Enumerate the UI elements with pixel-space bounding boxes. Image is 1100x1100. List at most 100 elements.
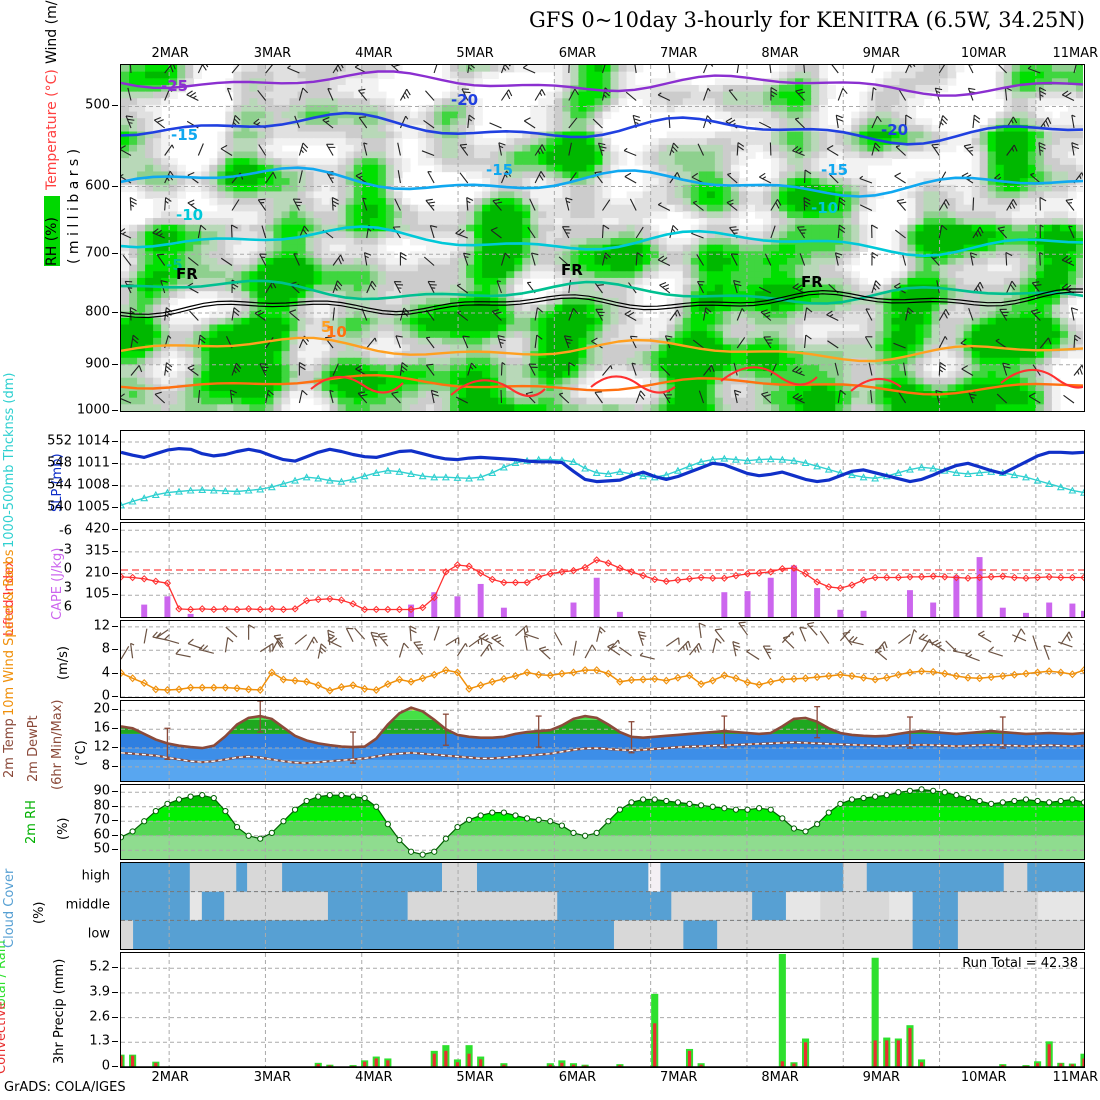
sounding-label-wind: Wind (m/s) bbox=[44, 0, 60, 64]
top-time-axis: 2MAR 3MAR 4MAR 5MAR 6MAR 7MAR 8MAR 9MAR 10MAR 11M… bbox=[120, 46, 1098, 66]
time-label: 4MAR bbox=[355, 46, 393, 61]
y-tick-label: 6 bbox=[63, 599, 72, 615]
y-tick-label: 50 bbox=[93, 841, 110, 857]
time-label: 10MAR bbox=[960, 1070, 1007, 1085]
page-title: GFS 0~10day 3-hourly for KENITRA (6.5W, … bbox=[528, 8, 1085, 32]
y-tick-label: 1005 bbox=[76, 499, 110, 515]
y-tick-label: 16 bbox=[93, 720, 110, 736]
time-label: 9MAR bbox=[862, 1070, 901, 1085]
cloud-unit-label: (%) bbox=[32, 901, 47, 925]
time-label: 6MAR bbox=[558, 46, 597, 61]
y-tick-label: 2.6 bbox=[89, 1009, 110, 1025]
precip-y-axis: Total / Rain Convective 3hr Precip (mm) … bbox=[0, 940, 118, 1074]
y-tick-label: 60 bbox=[93, 827, 110, 843]
time-label: 5MAR bbox=[456, 1070, 494, 1085]
rh2m-y-axis: 2m RH (%) 90 80 70 60 50 bbox=[0, 784, 118, 860]
time-label: 8MAR bbox=[761, 1070, 799, 1085]
panel-2m-rh bbox=[120, 784, 1085, 860]
y-tick-label: 552 bbox=[47, 433, 72, 449]
y-tick-label: 5.2 bbox=[89, 959, 110, 975]
y-tick-label: 3.9 bbox=[89, 984, 110, 1000]
slp-y-axis: 1000-500mb Thcknss (dm) SLP (mb) 1014 101… bbox=[0, 373, 118, 548]
time-label: 6MAR bbox=[558, 1070, 597, 1085]
time-label: 3MAR bbox=[253, 46, 292, 61]
time-label: 11MAR bbox=[1052, 1070, 1099, 1085]
y-tick-label: 548 bbox=[47, 455, 72, 471]
time-label: 2MAR bbox=[151, 1070, 189, 1085]
precip-label-convective: Convective bbox=[0, 1001, 9, 1074]
y-tick-label: 1008 bbox=[76, 477, 110, 493]
time-label: 11MAR bbox=[1052, 46, 1099, 61]
rh2m-label: 2m RH bbox=[24, 800, 39, 844]
y-tick-label: 3 bbox=[63, 580, 72, 596]
y-tick-label: 1000 bbox=[76, 402, 110, 418]
y-tick-label: 800 bbox=[85, 304, 110, 320]
wind10m-y-axis: 10m Wind Speed & Barbs (m/s) 12 8 4 0 bbox=[0, 549, 118, 716]
cloud-row-label: middle bbox=[65, 897, 110, 913]
y-tick-label: 500 bbox=[85, 97, 110, 113]
wind10m-unit-label: (m/s) bbox=[56, 646, 71, 680]
time-label: 2MAR bbox=[151, 46, 189, 61]
y-tick-label: 1011 bbox=[76, 455, 110, 471]
panel-cloud-cover bbox=[120, 862, 1085, 950]
y-tick-label: 210 bbox=[85, 565, 110, 581]
cape-y-axis: Lifted Index CAPE (J/kg) 420 315 210 105 -6-… bbox=[0, 521, 118, 636]
y-tick-label: 900 bbox=[85, 356, 110, 372]
sounding-label-temperature: Temperature (°C) bbox=[44, 69, 60, 190]
y-tick-label: 105 bbox=[85, 586, 110, 602]
temp2m-unit-label: (°C) bbox=[74, 740, 89, 766]
time-label: 10MAR bbox=[960, 46, 1007, 61]
y-tick-label: 700 bbox=[85, 245, 110, 261]
sounding-label-rh: RH (%) bbox=[44, 196, 60, 266]
y-tick-label: 4 bbox=[101, 665, 110, 681]
y-tick-label: 80 bbox=[93, 798, 110, 814]
y-tick-label: 12 bbox=[93, 618, 110, 634]
y-tick-label: 70 bbox=[93, 812, 110, 828]
time-label: 5MAR bbox=[456, 46, 494, 61]
y-tick-label: 8 bbox=[101, 641, 110, 657]
temp2m-label-temp: 2m Temp bbox=[2, 718, 17, 778]
time-label: 8MAR bbox=[761, 46, 799, 61]
y-tick-label: 0 bbox=[101, 688, 110, 704]
panel-cape-lifted-index bbox=[120, 522, 1085, 618]
precip-unit-label: 3hr Precip (mm) bbox=[52, 958, 67, 1064]
footer-credit: GrADS: COLA/IGES bbox=[4, 1080, 126, 1095]
y-tick-label: -3 bbox=[59, 542, 72, 558]
panel-3hr-precip: Run Total = 42.38 bbox=[120, 952, 1085, 1068]
rh2m-unit-label: (%) bbox=[56, 817, 71, 841]
sounding-y-axis: Temperature (°C) RH (%) ( m i l l i b a … bbox=[0, 0, 118, 418]
temp2m-y-axis: 2m Temp 2m DewPt (6hr Min/Max) (°C) 20 16… bbox=[0, 700, 118, 790]
temp2m-label-dewpt: 2m DewPt bbox=[26, 715, 41, 782]
time-label: 7MAR bbox=[660, 1070, 698, 1085]
bottom-time-axis: 2MAR 3MAR 4MAR 5MAR 6MAR 7MAR 8MAR 9MAR 10MAR 11M… bbox=[120, 1070, 1098, 1090]
y-tick-label: 600 bbox=[85, 178, 110, 194]
y-tick-label: 544 bbox=[47, 477, 72, 493]
sounding-label-millibars: ( m i l l i b a r s ) bbox=[66, 148, 82, 264]
cloud-y-axis: Cloud Cover (%) high middle low bbox=[0, 862, 118, 950]
panel-2m-temp-dewpt bbox=[120, 700, 1085, 782]
y-tick-label: 8 bbox=[101, 758, 110, 774]
panel-upper-air-sounding: -25 -20 -20 -15 -15 -15 -10 -10 -5 5 10 FR FR FR bbox=[120, 64, 1085, 412]
y-tick-label: 90 bbox=[93, 783, 110, 799]
y-tick-label: 540 bbox=[47, 499, 72, 515]
time-label: 7MAR bbox=[660, 46, 698, 61]
y-tick-label: 1014 bbox=[76, 433, 110, 449]
panel-10m-wind bbox=[120, 620, 1085, 698]
y-tick-label: 1.3 bbox=[89, 1033, 110, 1049]
temp2m-label-minmax: (6hr Min/Max) bbox=[50, 699, 65, 790]
y-tick-label: -6 bbox=[59, 523, 72, 539]
time-label: 4MAR bbox=[355, 1070, 393, 1085]
y-tick-label: 315 bbox=[85, 543, 110, 559]
time-label: 3MAR bbox=[253, 1070, 292, 1085]
time-label: 9MAR bbox=[862, 46, 901, 61]
run-total-label: Run Total = 42.38 bbox=[962, 956, 1078, 971]
y-tick-label: 420 bbox=[85, 521, 110, 537]
cloud-row-label: low bbox=[87, 926, 110, 942]
cloud-row-label: high bbox=[81, 868, 110, 884]
cloud-label: Cloud Cover bbox=[2, 868, 17, 948]
y-tick-label: 0 bbox=[63, 561, 72, 577]
y-tick-label: 20 bbox=[93, 701, 110, 717]
y-tick-label: 12 bbox=[93, 739, 110, 755]
y-tick-label: 0 bbox=[101, 1058, 110, 1074]
panel-slp-thickness bbox=[120, 430, 1085, 520]
